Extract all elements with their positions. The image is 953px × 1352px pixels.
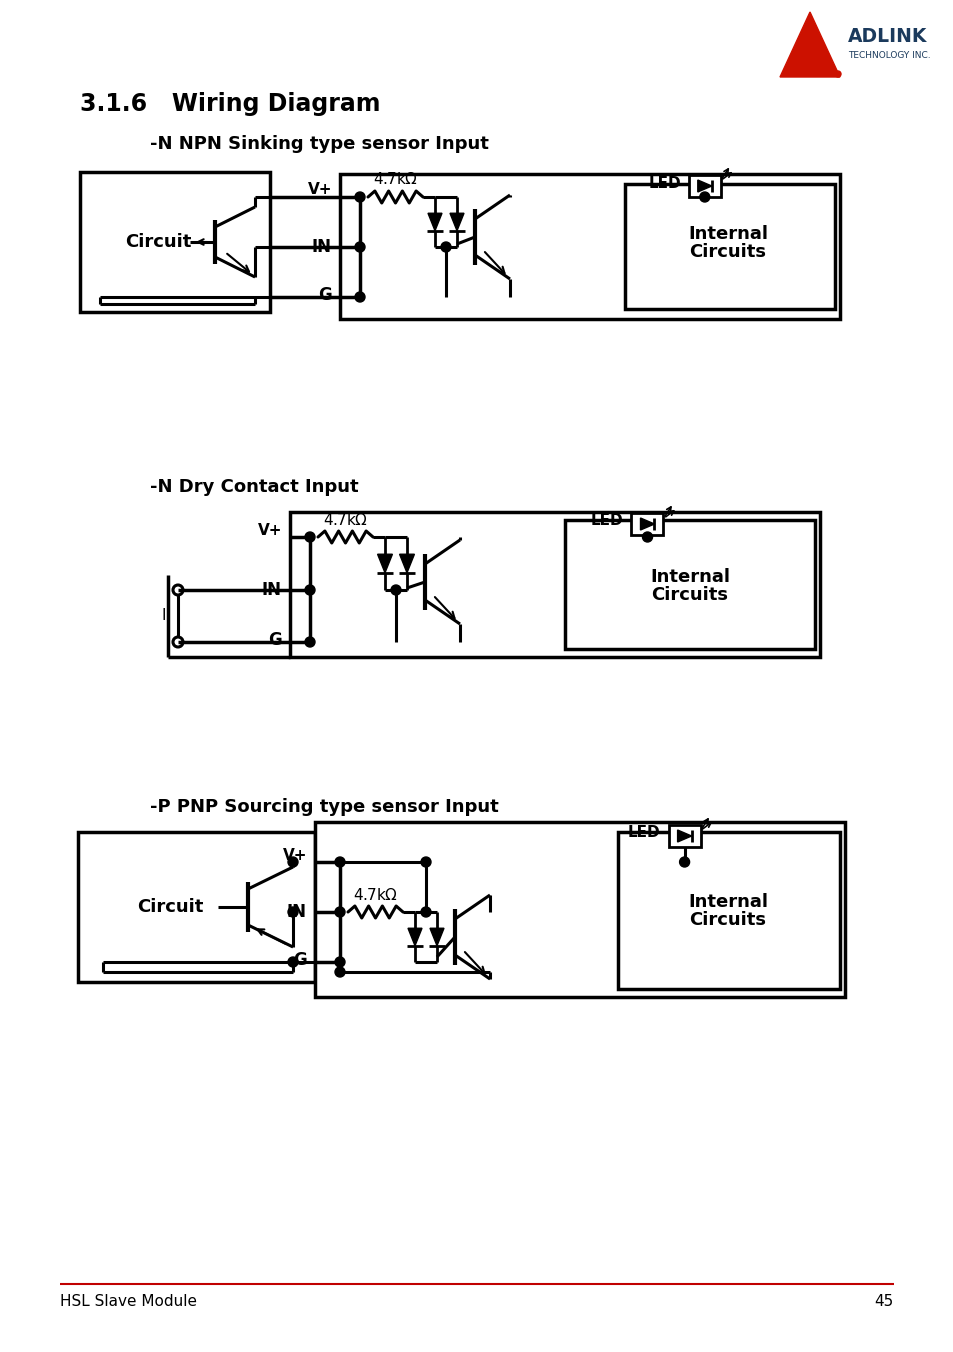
Text: G: G [268,631,282,649]
Text: I: I [161,608,166,623]
Text: Circuit: Circuit [125,233,191,251]
Text: Circuits: Circuits [651,585,728,604]
Polygon shape [430,929,443,946]
Polygon shape [428,214,441,231]
Text: LED: LED [647,176,680,191]
Circle shape [420,907,431,917]
Circle shape [700,192,709,201]
Text: Circuit: Circuit [136,898,203,917]
Circle shape [288,857,297,867]
Circle shape [288,957,297,967]
Circle shape [679,857,689,867]
Text: Internal: Internal [687,894,767,911]
Text: Internal: Internal [649,568,729,585]
Bar [688,174,720,197]
Polygon shape [780,12,840,77]
Bar [80,172,270,312]
Polygon shape [677,830,691,842]
Text: TECHNOLOGY INC.: TECHNOLOGY INC. [847,50,929,59]
Circle shape [355,292,365,301]
Bar [668,825,700,846]
Text: -P PNP Sourcing type sensor Input: -P PNP Sourcing type sensor Input [150,798,498,817]
Text: Internal: Internal [687,224,767,243]
Text: V+: V+ [257,523,282,538]
Bar [339,174,840,319]
Circle shape [440,242,451,251]
Text: 3.1.6   Wiring Diagram: 3.1.6 Wiring Diagram [80,92,380,116]
Circle shape [391,585,400,595]
Bar [78,831,314,982]
Circle shape [420,857,431,867]
Text: HSL Slave Module: HSL Slave Module [60,1294,196,1310]
Text: ADLINK: ADLINK [847,27,926,46]
Text: IN: IN [287,903,307,921]
Polygon shape [377,554,392,573]
Text: LED: LED [627,826,659,841]
Text: G: G [293,950,307,969]
Bar [624,184,834,310]
Polygon shape [408,929,421,946]
Text: 45: 45 [874,1294,893,1310]
Text: LED: LED [590,514,623,529]
Text: Circuits: Circuits [689,911,765,929]
Circle shape [335,957,345,967]
Circle shape [355,242,365,251]
Circle shape [335,907,345,917]
Bar [314,822,844,996]
Polygon shape [399,554,414,573]
Circle shape [335,857,345,867]
Text: 4.7k$\Omega$: 4.7k$\Omega$ [323,512,368,529]
Text: G: G [318,287,332,304]
Text: V+: V+ [307,181,332,196]
Circle shape [305,585,314,595]
Text: 4.7k$\Omega$: 4.7k$\Omega$ [353,887,397,903]
Text: -N Dry Contact Input: -N Dry Contact Input [150,479,358,496]
Polygon shape [697,180,711,192]
Bar [618,831,840,990]
Text: V+: V+ [282,849,307,864]
Text: IN: IN [262,581,282,599]
Circle shape [641,531,652,542]
Circle shape [355,192,365,201]
Circle shape [288,907,297,917]
Bar [631,512,662,535]
Circle shape [305,531,314,542]
Text: -N NPN Sinking type sensor Input: -N NPN Sinking type sensor Input [150,135,488,153]
Bar [290,512,820,657]
Polygon shape [639,518,654,530]
Bar [564,521,814,649]
Text: IN: IN [312,238,332,256]
Text: 4.7k$\Omega$: 4.7k$\Omega$ [373,170,417,187]
Circle shape [335,967,345,977]
Polygon shape [450,214,463,231]
Circle shape [834,72,841,77]
Circle shape [305,637,314,648]
Text: Circuits: Circuits [689,243,765,261]
